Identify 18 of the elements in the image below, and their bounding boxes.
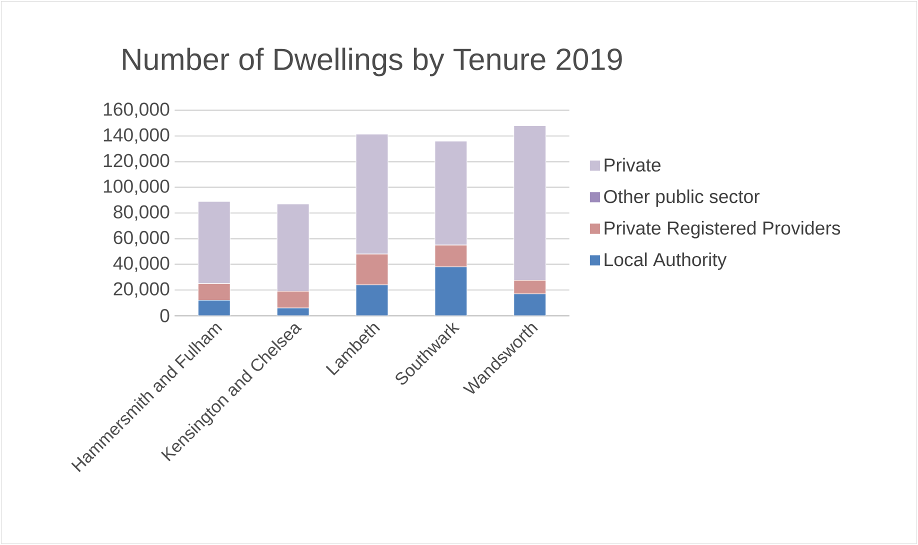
legend-label: Local Authority — [604, 252, 727, 270]
y-tick-label: 140,000 — [104, 128, 170, 144]
y-tick-label: 0 — [160, 309, 170, 322]
legend-label: Private Registered Providers — [604, 220, 840, 238]
y-tick-label: 120,000 — [104, 154, 170, 170]
legend-label: Private — [604, 158, 661, 172]
y-tick-label: 160,000 — [104, 102, 170, 118]
y-tick-label: 80,000 — [114, 205, 170, 221]
y-tick-label: 60,000 — [114, 230, 170, 246]
chart-title: Number of Dwellings by Tenure 2019 — [123, 48, 622, 76]
bar — [434, 266, 468, 316]
y-tick-label: 40,000 — [113, 256, 170, 272]
bar — [356, 284, 388, 316]
bar — [198, 300, 230, 316]
y-tick-label: 100,000 — [104, 180, 170, 196]
legend-label: Other public sector — [604, 189, 760, 207]
bar — [514, 294, 546, 316]
y-tick-label: 20,000 — [114, 282, 170, 298]
